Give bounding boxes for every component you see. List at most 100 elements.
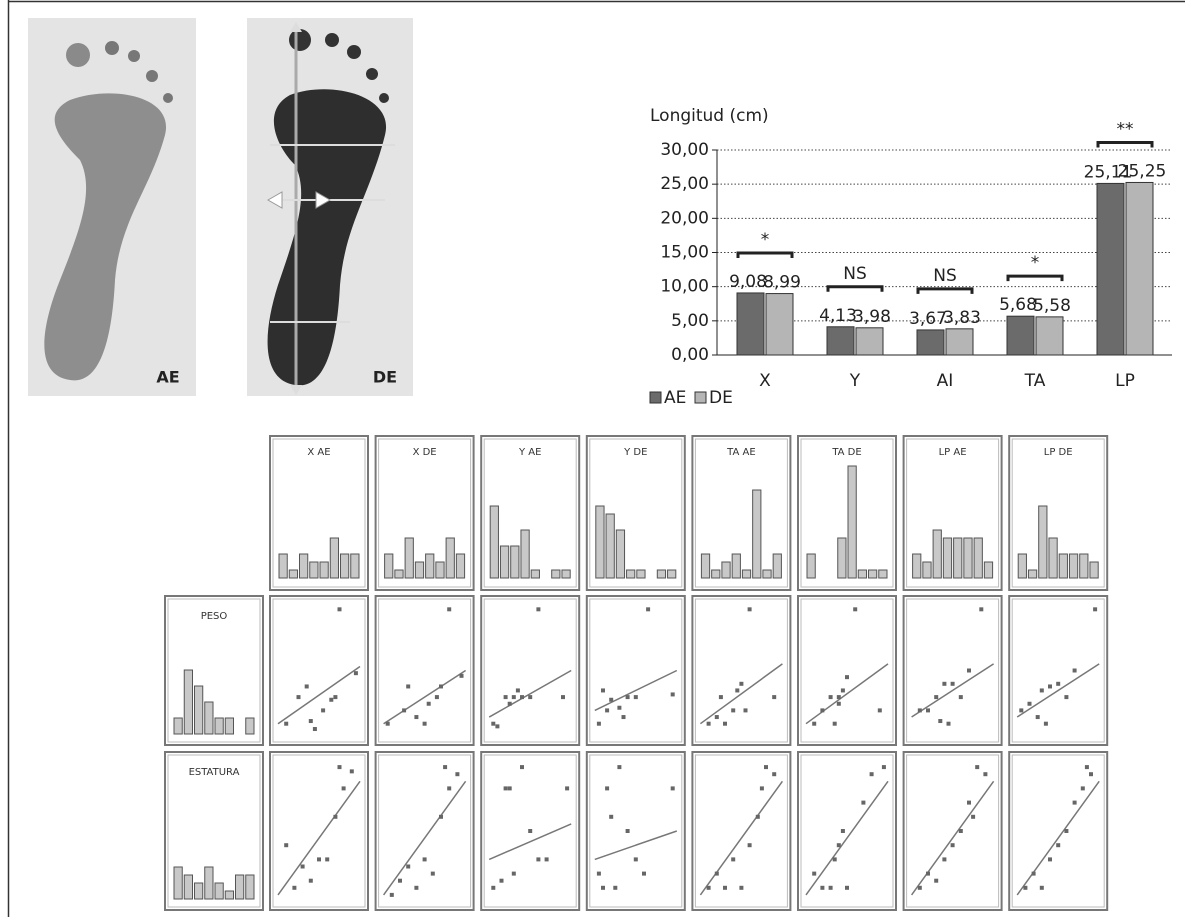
y-tick-label: 5,00 [671, 311, 709, 331]
histogram-bar [974, 538, 982, 578]
scatter-point [402, 708, 406, 712]
bar [1007, 316, 1034, 355]
histogram-bar [195, 883, 203, 899]
histogram-bar [637, 570, 645, 578]
scatter-point [1073, 801, 1077, 805]
scatter-point [870, 772, 874, 776]
scatter-point [671, 692, 675, 696]
scatter-point [431, 872, 435, 876]
y-tick-label: 25,00 [660, 174, 709, 194]
legend-label: DE [709, 388, 733, 408]
histogram-bar [1059, 554, 1067, 578]
scatter-point [329, 698, 333, 702]
scatter-point [338, 765, 342, 769]
scatter-point [820, 708, 824, 712]
bar [946, 329, 973, 355]
cell-frame [481, 596, 579, 745]
histogram-bar [732, 554, 740, 578]
histogram-bar [310, 562, 318, 578]
histogram-bar [174, 867, 182, 899]
scatter-point [350, 769, 354, 773]
histogram-bar [225, 891, 233, 899]
significance-bracket [738, 253, 792, 258]
histogram-bar [807, 554, 815, 578]
scatter-point [439, 815, 443, 819]
histogram-bar [879, 570, 887, 578]
scatter-point [443, 765, 447, 769]
legend-swatch [695, 392, 706, 403]
histogram-bar [279, 554, 287, 578]
scatter-point [731, 857, 735, 861]
scatter-point [1040, 688, 1044, 692]
scatter-point [292, 886, 296, 890]
scatter-point [313, 727, 317, 731]
bar [1126, 182, 1153, 355]
scatter-point [760, 786, 764, 790]
histogram-bar [330, 538, 338, 578]
photo-label: AE [156, 368, 179, 387]
scatter-point [882, 765, 886, 769]
scatter-point [942, 682, 946, 686]
scatter-point [959, 695, 963, 699]
x-tick-label: Y [849, 371, 861, 391]
scatter-point [597, 722, 601, 726]
photo-label: DE [373, 368, 397, 387]
scatter-point [512, 872, 516, 876]
histogram-bar [215, 718, 223, 734]
histogram-bar [668, 570, 676, 578]
histogram-bar [341, 554, 349, 578]
scatter-point [951, 843, 955, 847]
y-tick-label: 30,00 [660, 140, 709, 160]
scatter-point [715, 872, 719, 876]
column-title: LP AE [939, 447, 967, 458]
scatter-point [1040, 886, 1044, 890]
significance-label: * [1031, 253, 1040, 273]
histogram-bar [236, 875, 244, 899]
histogram-bar [712, 570, 720, 578]
histogram-bar [205, 867, 213, 899]
scatter-point [942, 857, 946, 861]
histogram-bar [616, 530, 624, 578]
histogram-bar [351, 554, 359, 578]
scatter-point [1064, 829, 1068, 833]
histogram-bar [848, 466, 856, 578]
value-label: 9,08 [729, 272, 767, 292]
scatter-point [528, 695, 532, 699]
histogram-bar [246, 875, 254, 899]
scatter-point [959, 829, 963, 833]
scatter-point [284, 843, 288, 847]
histogram-bar [174, 718, 182, 734]
scatter-point [601, 688, 605, 692]
histogram-bar [426, 554, 434, 578]
scatter-point [460, 674, 464, 678]
scatter-point [309, 719, 313, 723]
scatter-point [723, 886, 727, 890]
scatter-point [1019, 708, 1023, 712]
footprint-photos: AE DE [28, 18, 413, 396]
scatter-point [967, 801, 971, 805]
scatter-point [837, 843, 841, 847]
scatter-point [634, 695, 638, 699]
scatter-point [1044, 722, 1048, 726]
scatter-point [495, 724, 499, 728]
bar [856, 328, 883, 355]
scatter-point [423, 722, 427, 726]
histogram-bar [1018, 554, 1026, 578]
histogram-bar [869, 570, 877, 578]
scatter-point [845, 886, 849, 890]
scatter-point [626, 829, 630, 833]
histogram-bar [511, 546, 519, 578]
scatter-point [333, 815, 337, 819]
scatter-point [317, 857, 321, 861]
histogram-bar [562, 570, 570, 578]
histogram-bar [490, 506, 498, 578]
legend-swatch [650, 392, 661, 403]
histogram-bar [500, 546, 508, 578]
scatter-point [715, 715, 719, 719]
scatter-point [435, 695, 439, 699]
significance-bracket [828, 287, 882, 292]
significance-label: NS [933, 266, 957, 286]
scatter-point [772, 695, 776, 699]
scatter-point [406, 865, 410, 869]
